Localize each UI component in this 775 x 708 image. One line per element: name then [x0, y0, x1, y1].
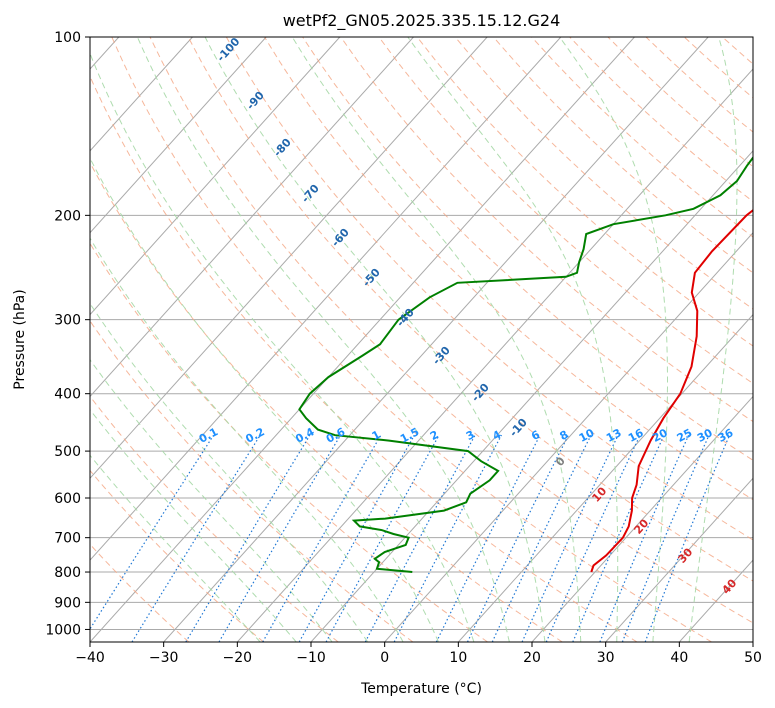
mixing-ratio-label: 13: [604, 426, 624, 445]
isotherm-line: [90, 37, 267, 234]
profile-lines: [298, 156, 753, 573]
x-tick-label: −20: [223, 650, 253, 666]
moist-adiabat-line: [90, 237, 404, 642]
mixing-ratio-line: [466, 434, 569, 642]
x-tick-label: 10: [449, 650, 467, 666]
mixing-ratio-line: [644, 434, 731, 642]
x-tick-label: −40: [75, 650, 105, 666]
isotherm-line: [384, 231, 753, 642]
x-tick-label: −30: [149, 650, 179, 666]
isotherm-line: [90, 37, 341, 316]
dry-adiabat-line: [416, 37, 753, 347]
x-tick-label: 30: [597, 650, 615, 666]
y-tick-label: 100: [54, 30, 81, 46]
mixing-ratio-line: [185, 434, 311, 642]
mixing-ratio-label: 16: [626, 426, 646, 445]
background-lines: [90, 37, 753, 642]
moist-adiabat-line: [90, 454, 261, 642]
moist-adiabat-line: [90, 408, 297, 642]
temperature-line: [590, 208, 753, 573]
moist-adiabat-line: [559, 37, 668, 642]
y-tick-label: 200: [54, 208, 81, 224]
mixing-ratio-line: [364, 434, 476, 642]
x-tick-label: 50: [744, 650, 762, 666]
isotherm-line: [90, 37, 562, 561]
axes: −40 −30 −20 −10 0 10 20 30 40 50 100 200 300 400 500 60…: [45, 30, 762, 666]
mixing-ratio-line: [599, 434, 690, 642]
isotherm-line: [236, 68, 753, 642]
mixing-ratio-line: [262, 434, 382, 642]
mixing-ratio-line: [218, 434, 342, 642]
isotherm-line: [310, 150, 753, 642]
y-tick-label: 600: [54, 491, 81, 507]
y-tick-label: 500: [54, 444, 81, 460]
y-tick-label: 800: [54, 565, 81, 581]
y-tick-label: 400: [54, 387, 81, 403]
mixing-ratio-label: 30: [695, 426, 715, 445]
mixing-ratio-line: [298, 434, 415, 642]
dry-adiabat-line: [454, 37, 753, 310]
mixing-ratio-label: 25: [675, 426, 695, 445]
moist-adiabat-line: [90, 157, 439, 642]
dry-adiabat-line: [111, 37, 712, 642]
moist-adiabat-line: [90, 52, 475, 642]
dry-adiabat-line: [90, 543, 190, 642]
mixing-ratio-label: 10: [577, 426, 597, 445]
x-tick-label: −10: [296, 650, 326, 666]
mixing-ratio-label: 20: [650, 426, 670, 445]
isotherm-line: [457, 313, 753, 642]
mixing-ratio-label: 36: [716, 426, 736, 445]
y-tick-label: 700: [54, 531, 81, 547]
mixing-ratio-line: [131, 434, 261, 642]
dewpoint-line: [298, 156, 753, 573]
moist-adiabat-line: [688, 37, 738, 642]
mixing-ratio-line: [572, 434, 665, 642]
isotherm-line: [90, 37, 635, 642]
dry-adiabat-line: [90, 469, 264, 642]
x-tick-label: 40: [670, 650, 688, 666]
isotherm-line: [163, 37, 709, 642]
moist-adiabat-line: [136, 37, 510, 642]
x-tick-label: 0: [380, 650, 389, 666]
mixing-ratio-line: [435, 434, 541, 642]
moist-adiabat-line: [204, 37, 546, 642]
plot-frame: [89, 36, 754, 643]
mixing-ratio-line: [325, 434, 440, 642]
moist-adiabat-line: [90, 358, 333, 642]
isotherm-line: [605, 477, 753, 642]
y-tick-label: 300: [54, 313, 81, 329]
x-tick-label: 20: [523, 650, 541, 666]
dry-adiabat-line: [90, 395, 339, 642]
dry-adiabat-line: [90, 320, 414, 642]
chart-title: wetPf2_GN05.2025.335.15.12.G24: [283, 11, 561, 31]
isotherm-line: [531, 395, 753, 642]
moist-adiabat-line: [407, 37, 619, 642]
y-axis-title: Pressure (hPa): [12, 289, 28, 389]
y-tick-label: 1000: [45, 622, 81, 638]
isotherm-line: [90, 37, 488, 480]
x-axis-title: Temperature (°C): [360, 681, 482, 697]
y-tick-label: 900: [54, 595, 81, 611]
dry-adiabat-line: [90, 161, 563, 642]
dry-adiabat-line: [90, 242, 488, 642]
mixing-ratio-line: [90, 434, 215, 631]
isotherm-line: [90, 37, 414, 398]
isotherm-line: [90, 37, 193, 152]
mixing-ratio-line: [393, 434, 503, 642]
moist-adiabat-line: [90, 302, 369, 642]
dry-adiabat-line: [149, 37, 753, 624]
